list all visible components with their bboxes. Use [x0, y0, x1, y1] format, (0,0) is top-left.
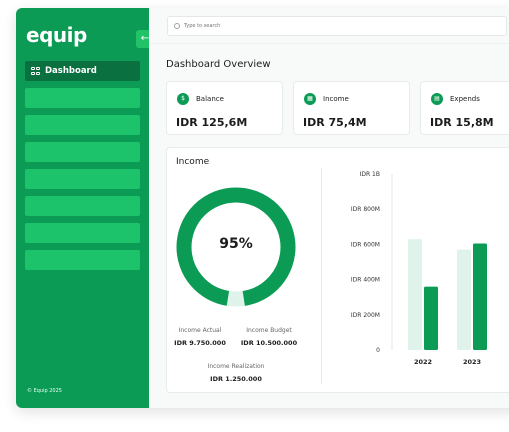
- logo: equip: [26, 23, 87, 47]
- income-panel: Income 95% Income Actual IDR 9.750.000 I…: [166, 147, 509, 393]
- sidebar-item-dashboard[interactable]: Dashboard: [25, 61, 140, 81]
- expends-card[interactable]: ▤ Expends IDR 15,8M: [420, 81, 509, 135]
- header-divider: [149, 43, 509, 44]
- bar: [457, 249, 471, 350]
- card-label: Income: [323, 95, 349, 103]
- y-tick-label: IDR 800M: [351, 206, 380, 213]
- income-realization-label: Income Realization: [207, 363, 265, 370]
- search-input[interactable]: [184, 23, 484, 29]
- donut-chart: [176, 187, 296, 307]
- sidebar-item[interactable]: [25, 196, 140, 216]
- currency-icon: $: [177, 93, 189, 105]
- donut-progress: [176, 187, 296, 307]
- donut-percent: 95%: [219, 236, 253, 252]
- sidebar-nav: Dashboard: [25, 61, 140, 277]
- card-label: Balance: [196, 95, 224, 103]
- y-tick-label: IDR 600M: [351, 241, 380, 248]
- building-icon: ▦: [304, 93, 316, 105]
- income-bar-chart: IDR 1B IDR 800M IDR 600M IDR 400M IDR 200M 0 2…: [351, 171, 487, 366]
- copyright: © Equip 2025: [27, 388, 62, 394]
- sidebar-item[interactable]: [25, 115, 140, 135]
- sidebar-item[interactable]: [25, 250, 140, 270]
- main-content: Dashboard Overview $ Balance IDR 125,6M …: [149, 8, 509, 408]
- y-tick-label: IDR 400M: [351, 277, 380, 284]
- search-bar[interactable]: [167, 16, 507, 36]
- receipt-icon: ▤: [431, 93, 443, 105]
- card-value: IDR 15,8M: [430, 116, 494, 129]
- card-label: Expends: [450, 95, 480, 103]
- income-budget-label: Income Budget: [246, 327, 292, 334]
- sidebar-item[interactable]: [25, 88, 140, 108]
- sidebar-item[interactable]: [25, 223, 140, 243]
- income-realization-value: IDR 1.250.000: [210, 375, 262, 383]
- page-title: Dashboard Overview: [166, 59, 271, 70]
- y-tick-label: 0: [376, 347, 380, 354]
- search-icon: [174, 23, 180, 29]
- y-tick-label: IDR 1B: [360, 171, 380, 178]
- income-actual-value: IDR 9.750.000: [174, 339, 226, 347]
- income-card[interactable]: ▦ Income IDR 75,4M: [293, 81, 410, 135]
- income-actual-label: Income Actual: [178, 327, 222, 334]
- bar: [408, 239, 422, 350]
- x-tick-label: 2023: [463, 358, 481, 366]
- grid-icon: [31, 66, 40, 76]
- balance-card[interactable]: $ Balance IDR 125,6M: [166, 81, 283, 135]
- card-value: IDR 125,6M: [176, 116, 248, 129]
- x-tick-label: 2022: [414, 358, 432, 366]
- card-value: IDR 75,4M: [303, 116, 367, 129]
- sidebar-item-label: Dashboard: [45, 66, 97, 76]
- app-window: equip ← Dashboard © Equip 2025 Dashboard…: [16, 8, 509, 408]
- panel-divider: [321, 168, 322, 384]
- sidebar: equip ← Dashboard © Equip 2025: [16, 8, 154, 408]
- bar: [424, 286, 438, 350]
- bar: [473, 243, 487, 350]
- sidebar-item[interactable]: [25, 169, 140, 189]
- y-tick-label: IDR 200M: [351, 312, 380, 319]
- sidebar-item[interactable]: [25, 142, 140, 162]
- panel-title: Income: [176, 157, 210, 167]
- income-budget-value: IDR 10.500.000: [240, 339, 298, 347]
